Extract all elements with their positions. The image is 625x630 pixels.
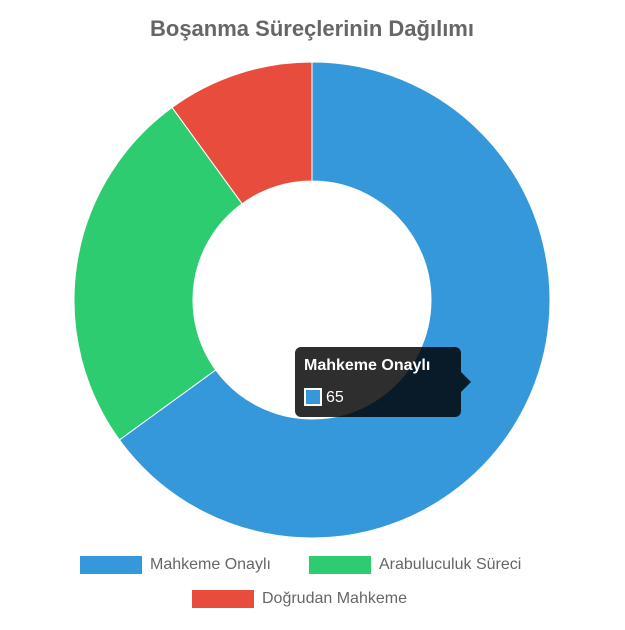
legend-swatch[interactable] [309, 556, 371, 574]
legend-label[interactable]: Mahkeme Onaylı [150, 556, 271, 573]
tooltip-value: 65 [326, 389, 344, 406]
slice[interactable] [73, 106, 243, 441]
tooltip-box [295, 347, 461, 417]
slice[interactable] [171, 61, 313, 205]
legend-label[interactable]: Arabuluculuk Süreci [379, 556, 521, 573]
chart-title: Boşanma Süreçlerinin Dağılımı [150, 16, 474, 41]
tooltip-title: Mahkeme Onaylı [304, 357, 430, 374]
tooltip: Mahkeme Onaylı 65 [295, 347, 471, 417]
legend-label[interactable]: Doğrudan Mahkeme [262, 590, 407, 607]
tooltip-swatch [304, 388, 322, 406]
legend-swatch[interactable] [80, 556, 142, 574]
slice[interactable] [118, 61, 551, 539]
legend-swatch[interactable] [192, 590, 254, 608]
tooltip-arrow [461, 372, 471, 392]
